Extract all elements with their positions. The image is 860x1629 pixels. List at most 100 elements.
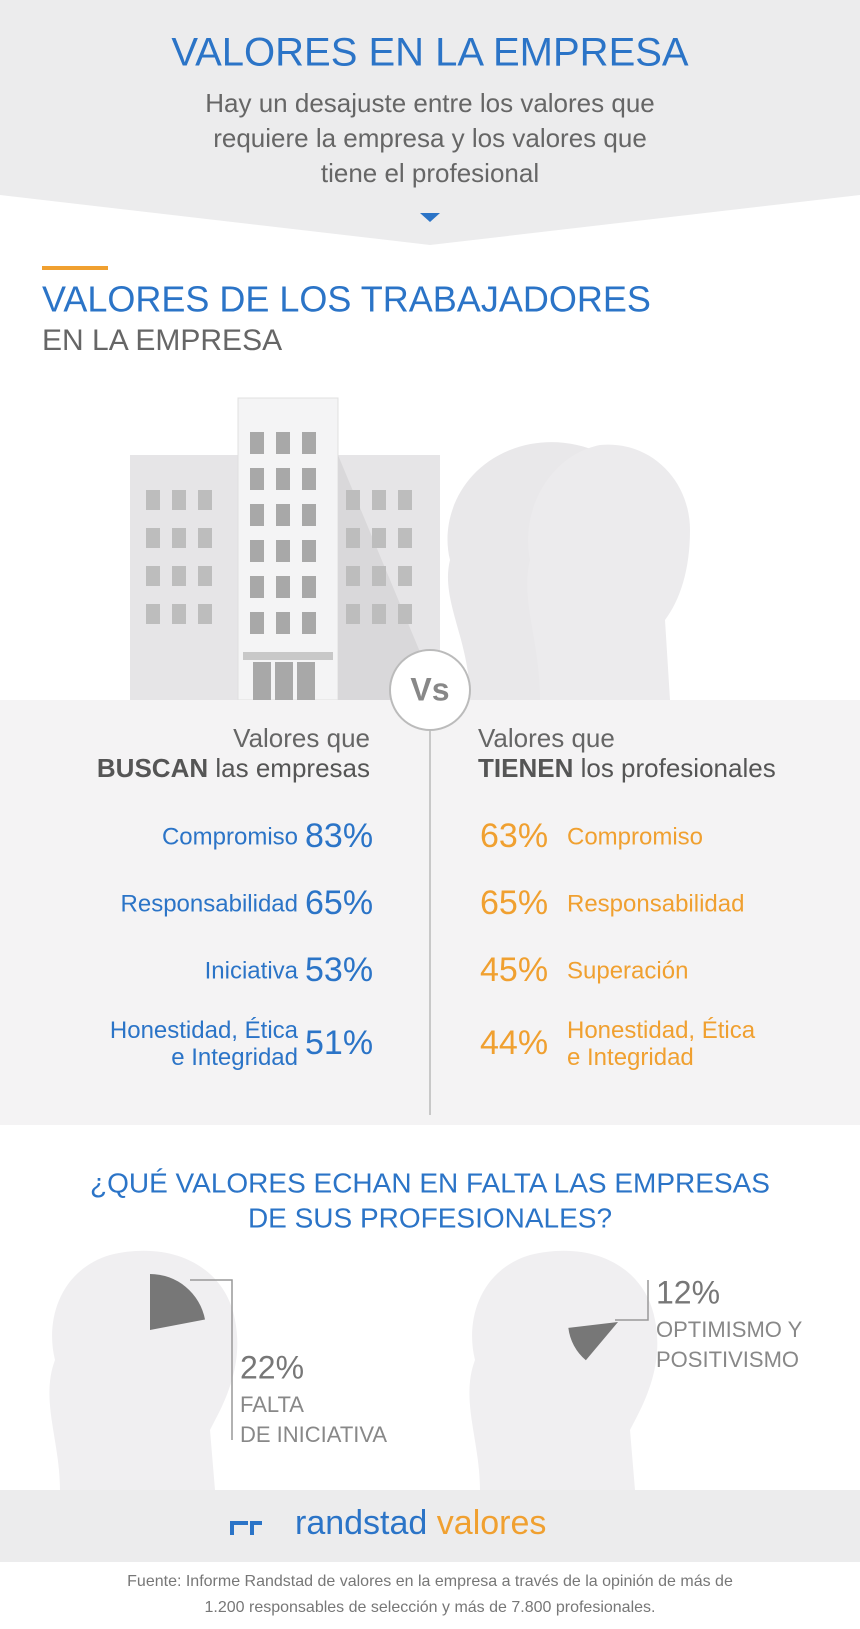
window: [146, 528, 160, 548]
window: [302, 540, 316, 562]
logo-brand: randstad: [295, 1504, 427, 1542]
value-label: Superación: [567, 957, 688, 984]
window: [346, 566, 360, 586]
window: [276, 540, 290, 562]
missing-label: DE INICIATIVA: [240, 1422, 387, 1447]
window: [276, 432, 290, 454]
heading-rest: los profesionales: [581, 753, 776, 783]
source-line: Fuente: Informe Randstad de valores en l…: [127, 1573, 733, 1590]
window: [302, 576, 316, 598]
window: [372, 528, 386, 548]
window: [250, 468, 264, 490]
left-heading-2: BUSCAN las empresas: [97, 753, 370, 783]
heading-bold: BUSCAN: [97, 753, 208, 783]
window: [250, 432, 264, 454]
door-top: [243, 652, 333, 660]
value-pct: 65%: [480, 884, 548, 922]
window: [250, 612, 264, 634]
value-pct: 51%: [305, 1024, 373, 1062]
value-label: Honestidad, Ética: [110, 1017, 299, 1044]
header-arrow: [420, 213, 440, 222]
subtitle-line: tiene el profesional: [321, 158, 539, 188]
missing-label: OPTIMISMO Y: [656, 1317, 803, 1342]
logo: randstad valores: [295, 1504, 546, 1542]
head-right: [469, 1250, 658, 1490]
window: [198, 604, 212, 624]
window: [276, 612, 290, 634]
value-pct: 45%: [480, 951, 548, 989]
question-line: ¿QUÉ VALORES ECHAN EN FALTA LAS EMPRESAS: [90, 1167, 770, 1198]
window: [250, 540, 264, 562]
subtitle-line: Hay un desajuste entre los valores que: [205, 88, 655, 118]
window: [398, 604, 412, 624]
window: [276, 504, 290, 526]
leader-line: [190, 1279, 233, 1440]
window: [372, 490, 386, 510]
subtitle-line: requiere la empresa y los valores que: [213, 123, 647, 153]
window: [398, 490, 412, 510]
windows: [146, 432, 412, 634]
window: [172, 490, 186, 510]
window: [346, 528, 360, 548]
value-pct: 53%: [305, 951, 373, 989]
question-line: DE SUS PROFESIONALES?: [248, 1202, 612, 1233]
window: [372, 566, 386, 586]
window: [346, 604, 360, 624]
window: [302, 432, 316, 454]
window: [198, 528, 212, 548]
wedge: [568, 1322, 618, 1361]
window: [198, 566, 212, 586]
value-pct: 44%: [480, 1024, 548, 1062]
vs-circle: [389, 649, 471, 731]
source-line: 1.200 responsables de selección y más de…: [205, 1599, 656, 1616]
window: [346, 490, 360, 510]
leader-line: [615, 1280, 649, 1321]
section-title: VALORES DE LOS TRABAJADORES: [42, 279, 651, 320]
missing-label: FALTA: [240, 1392, 304, 1417]
window: [302, 612, 316, 634]
window: [398, 528, 412, 548]
logo-mark: [230, 1521, 262, 1535]
window: [146, 490, 160, 510]
accent-line: [42, 266, 108, 270]
missing-pct: 12%: [656, 1274, 720, 1310]
window: [250, 504, 264, 526]
value-label: Responsabilidad: [567, 890, 744, 917]
window: [172, 604, 186, 624]
heading-bold: TIENEN: [478, 753, 573, 783]
window: [172, 566, 186, 586]
window: [172, 528, 186, 548]
missing-label: POSITIVISMO: [656, 1347, 799, 1372]
window: [146, 604, 160, 624]
wedge: [150, 1274, 206, 1330]
footer-band: [0, 1490, 860, 1562]
value-pct: 65%: [305, 884, 373, 922]
window: [276, 576, 290, 598]
value-pct: 83%: [305, 817, 373, 855]
missing-pct: 22%: [240, 1349, 304, 1385]
value-label: Compromiso: [162, 823, 298, 850]
value-label: e Integridad: [171, 1044, 298, 1071]
door: [253, 662, 315, 700]
window: [276, 468, 290, 490]
value-label: e Integridad: [567, 1044, 694, 1071]
window: [302, 468, 316, 490]
right-heading: Valores que: [478, 723, 615, 753]
window: [198, 490, 212, 510]
heading-rest: las empresas: [215, 753, 370, 783]
header-band: [0, 0, 860, 245]
window: [398, 566, 412, 586]
value-pct: 63%: [480, 817, 548, 855]
value-label: Compromiso: [567, 823, 703, 850]
title: VALORES EN LA EMPRESA: [171, 31, 689, 75]
value-label: Honestidad, Ética: [567, 1017, 756, 1044]
window: [146, 566, 160, 586]
right-heading-2: TIENEN los profesionales: [478, 753, 776, 783]
logo-product: valores: [437, 1504, 547, 1542]
value-label: Responsabilidad: [121, 890, 298, 917]
window: [372, 604, 386, 624]
left-heading: Valores que: [233, 723, 370, 753]
window: [250, 576, 264, 598]
